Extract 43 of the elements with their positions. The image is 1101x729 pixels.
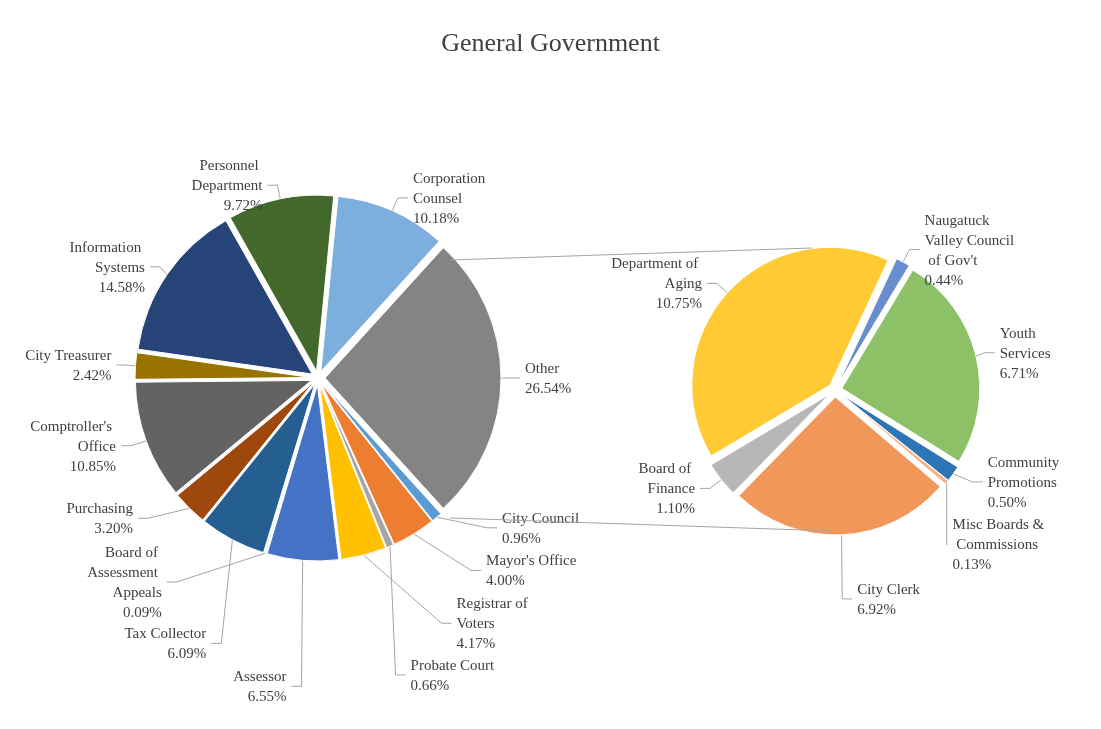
data-label: 10.75% xyxy=(655,295,703,312)
data-label: 0.66% xyxy=(410,676,450,693)
data-label: 6.71% xyxy=(999,364,1039,381)
slice-label: Board of Finance xyxy=(638,460,696,497)
slice-label: Misc Boards & Commissions xyxy=(952,516,1045,553)
data-label: 0.09% xyxy=(122,603,162,620)
slice-label: Mayor's Office xyxy=(486,552,577,569)
data-label: 0.44% xyxy=(924,271,964,288)
slice-label: Naugatuck Valley Council of Gov't xyxy=(924,211,1015,268)
data-label: 2.42% xyxy=(72,367,112,384)
slice-label: Board of Assessment Appeals xyxy=(87,543,162,600)
data-label: 10.18% xyxy=(412,209,460,226)
slice-label: Tax Collector xyxy=(124,625,207,642)
slice-label: Personnel Department xyxy=(191,157,264,194)
data-label: 10.85% xyxy=(69,457,116,474)
slice-label: Comptroller's Office xyxy=(30,417,117,454)
slice-label: Information Systems xyxy=(69,238,146,275)
slice-label: Other xyxy=(525,360,560,377)
data-label: 6.55% xyxy=(247,688,287,705)
data-label: 14.58% xyxy=(98,278,145,295)
data-label: 9.72% xyxy=(223,197,263,214)
slice-label: Registrar of Voters xyxy=(456,595,532,632)
data-label: 26.54% xyxy=(525,380,572,397)
slice-label: Purchasing xyxy=(66,500,134,517)
data-label: 4.00% xyxy=(486,572,525,589)
slice-label: Department of Aging xyxy=(611,255,703,292)
slice-label: City Council xyxy=(502,509,580,526)
data-label: 0.96% xyxy=(502,529,541,546)
data-label: 3.20% xyxy=(94,520,134,537)
data-label: 4.17% xyxy=(456,635,496,652)
data-label: 6.09% xyxy=(167,645,207,662)
slice-label: Assessor xyxy=(233,668,287,685)
data-label: 0.13% xyxy=(952,556,992,573)
slice-label: Youth Services xyxy=(999,324,1051,361)
data-label: 1.10% xyxy=(656,500,696,517)
slice-label: Corporation Counsel xyxy=(412,169,490,206)
chart-title: General Government xyxy=(441,27,661,57)
slice-label: Probate Court xyxy=(410,656,496,673)
data-label: 6.92% xyxy=(857,600,896,617)
slice-label: Community Promotions xyxy=(987,453,1064,490)
slice-label: City Treasurer xyxy=(25,347,112,364)
data-label: 0.50% xyxy=(987,493,1027,510)
slice-label: City Clerk xyxy=(857,580,921,597)
